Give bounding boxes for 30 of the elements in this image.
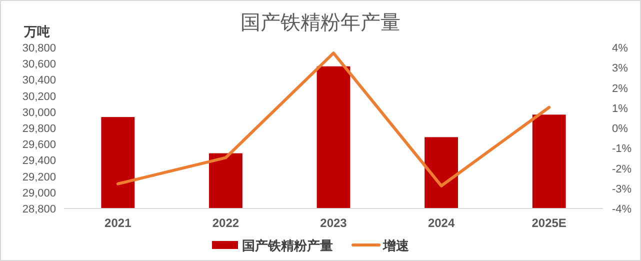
y-tick-label: 29,400 xyxy=(22,155,56,168)
y2-tick-label: 0% xyxy=(612,123,628,135)
y-tick-label: 30,400 xyxy=(22,74,56,87)
y-tick-label: 29,600 xyxy=(22,139,56,152)
y-tick-label: 30,000 xyxy=(22,106,56,119)
y2-tick-label: 1% xyxy=(612,102,628,115)
y-tick-label: 28,800 xyxy=(22,204,56,216)
x-tick-label: 2021 xyxy=(104,216,132,230)
x-tick-label: 2023 xyxy=(320,216,348,230)
y2-tick-label: 2% xyxy=(612,82,628,95)
y-tick-label: 29,800 xyxy=(22,123,56,135)
legend-label: 国产铁精粉产量 xyxy=(242,238,333,253)
y-tick-label: 30,800 xyxy=(22,42,56,54)
x-tick-label: 2025E xyxy=(532,216,566,230)
legend-label: 增速 xyxy=(382,238,410,253)
line-series xyxy=(116,52,551,188)
y2-tick-label: 3% xyxy=(612,62,628,75)
x-tick-label: 2024 xyxy=(428,216,455,230)
y2-tick-label: -1% xyxy=(612,143,632,156)
chart-title: 国产铁精粉年产量 xyxy=(240,12,400,34)
y2-tick-label: -3% xyxy=(612,183,632,196)
y2-tick-label: 4% xyxy=(612,42,628,54)
y-tick-label: 30,600 xyxy=(22,58,56,71)
y2-tick-label: -4% xyxy=(612,204,632,216)
y-tick-label: 29,000 xyxy=(22,187,56,200)
x-tick-label: 2022 xyxy=(212,216,240,230)
y-tick-label: 30,200 xyxy=(22,90,56,103)
y-tick-label: 29,200 xyxy=(22,171,56,184)
y2-tick-label: -2% xyxy=(612,163,632,176)
y-axis-title: 万吨 xyxy=(23,24,50,39)
